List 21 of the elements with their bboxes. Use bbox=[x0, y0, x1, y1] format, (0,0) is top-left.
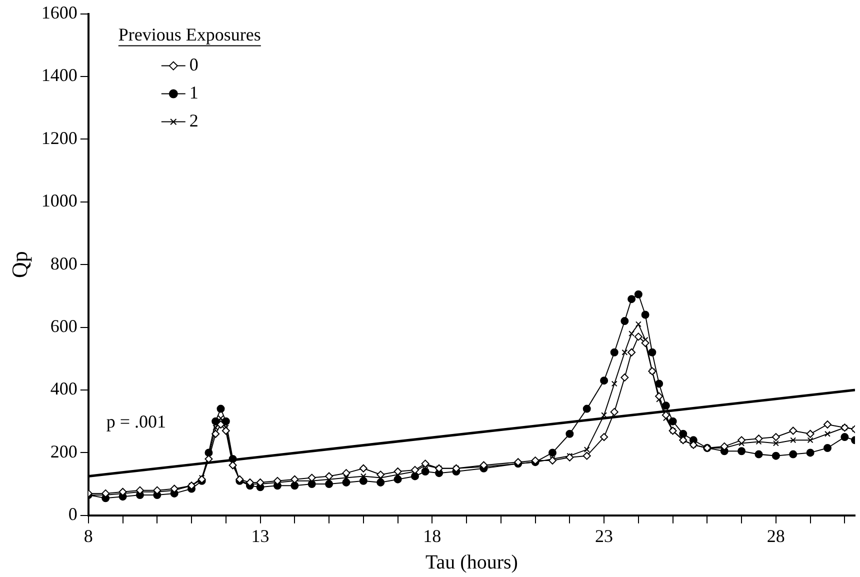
x-tick-label: 18 bbox=[423, 526, 442, 546]
x-tick-label: 28 bbox=[766, 526, 785, 546]
y-axis-title: Qp bbox=[6, 251, 32, 278]
x-tick-label: 13 bbox=[251, 526, 270, 546]
y-tick-label: 1200 bbox=[41, 128, 78, 148]
x-tick-label: 23 bbox=[595, 526, 614, 546]
x-tick-label: 8 bbox=[84, 526, 93, 546]
y-tick-label: 0 bbox=[68, 504, 78, 524]
x-axis-title: Tau (hours) bbox=[425, 551, 518, 574]
legend-label: 2 bbox=[189, 110, 198, 131]
y-tick-label: 1600 bbox=[41, 2, 78, 23]
y-tick-label: 800 bbox=[50, 253, 78, 274]
annotation: p = .001 bbox=[106, 411, 166, 432]
legend-title: Previous Exposures bbox=[118, 24, 261, 45]
y-tick-label: 600 bbox=[50, 316, 78, 336]
legend-label: 0 bbox=[189, 54, 198, 75]
y-tick-label: 400 bbox=[50, 378, 78, 399]
y-tick-label: 1400 bbox=[41, 65, 78, 86]
y-tick-label: 200 bbox=[50, 441, 78, 462]
legend-label: 1 bbox=[189, 82, 198, 103]
y-tick-label: 1000 bbox=[41, 190, 78, 211]
